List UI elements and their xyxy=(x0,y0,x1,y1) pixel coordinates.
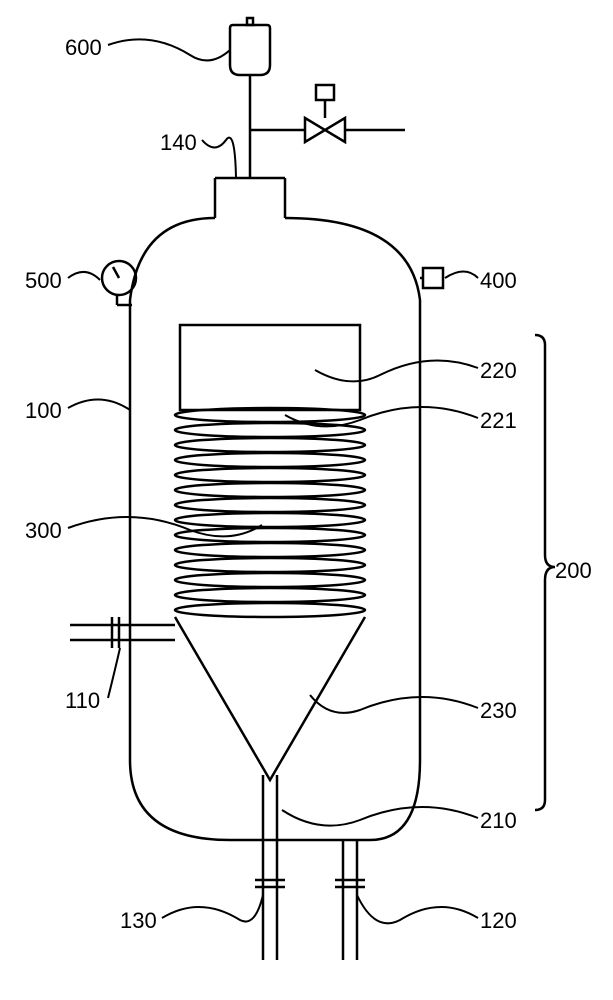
label-500: 500 xyxy=(25,268,62,294)
label-200: 200 xyxy=(555,558,592,584)
label-230: 230 xyxy=(480,698,517,724)
label-110: 110 xyxy=(65,688,100,714)
label-600: 600 xyxy=(65,35,102,61)
label-100: 100 xyxy=(25,398,62,424)
label-130: 130 xyxy=(120,908,157,934)
label-210: 210 xyxy=(480,808,517,834)
label-140: 140 xyxy=(160,130,197,156)
label-120: 120 xyxy=(480,908,517,934)
label-300: 300 xyxy=(25,518,62,544)
label-221: 221 xyxy=(480,408,517,434)
label-400: 400 xyxy=(480,268,517,294)
label-220: 220 xyxy=(480,358,517,384)
